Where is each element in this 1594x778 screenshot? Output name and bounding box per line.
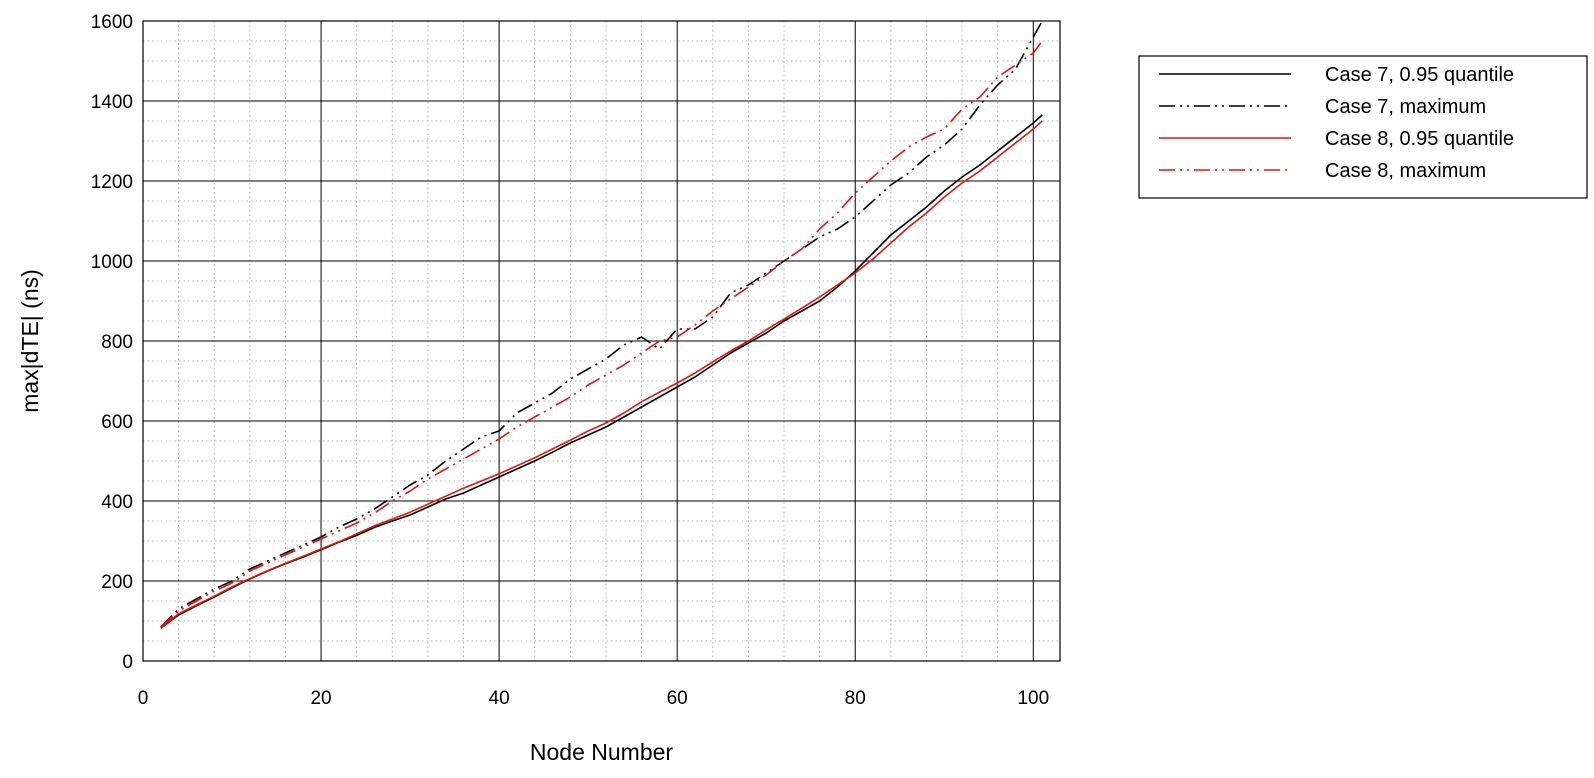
legend-label: Case 7, maximum — [1325, 96, 1486, 118]
legend-label: Case 8, maximum — [1325, 160, 1486, 182]
y-tick-label: 1600 — [91, 12, 133, 33]
series-line-2 — [160, 20, 1043, 628]
x-tick-label: 0 — [138, 688, 149, 709]
y-tick-label: 0 — [122, 652, 133, 673]
x-tick-label: 20 — [310, 688, 331, 709]
y-tick-label: 1400 — [91, 92, 133, 113]
x-tick-labels: 0 20 40 60 80 100 — [138, 688, 1049, 709]
y-tick-label: 600 — [101, 412, 133, 433]
y-tick-labels: 0 200 400 600 800 1000 1200 1400 1600 — [91, 12, 133, 673]
legend-label: Case 7, 0.95 quantile — [1325, 64, 1514, 86]
y-tick-label: 200 — [101, 572, 133, 593]
legend: Case 7, 0.95 quantile Case 7, maximum Case… — [1138, 55, 1588, 199]
x-tick-label: 80 — [845, 688, 866, 709]
series-layer — [160, 20, 1043, 629]
y-tick-label: 400 — [101, 492, 133, 513]
legend-label: Case 8, 0.95 quantile — [1325, 128, 1514, 150]
y-tick-label: 800 — [101, 332, 133, 353]
x-axis-title: Node Number — [530, 739, 674, 765]
y-axis-title: max|dTE| (ns) — [17, 269, 43, 413]
legend-box — [1138, 55, 1588, 199]
y-tick-label: 1200 — [91, 172, 133, 193]
plot-frame — [142, 20, 1061, 662]
series-line-3 — [160, 120, 1043, 629]
major-grid — [143, 21, 1060, 661]
x-tick-label: 40 — [489, 688, 510, 709]
series-line-4 — [160, 40, 1043, 628]
y-tick-label: 1000 — [91, 252, 133, 273]
x-tick-label: 100 — [1017, 688, 1049, 709]
x-tick-label: 60 — [667, 688, 688, 709]
